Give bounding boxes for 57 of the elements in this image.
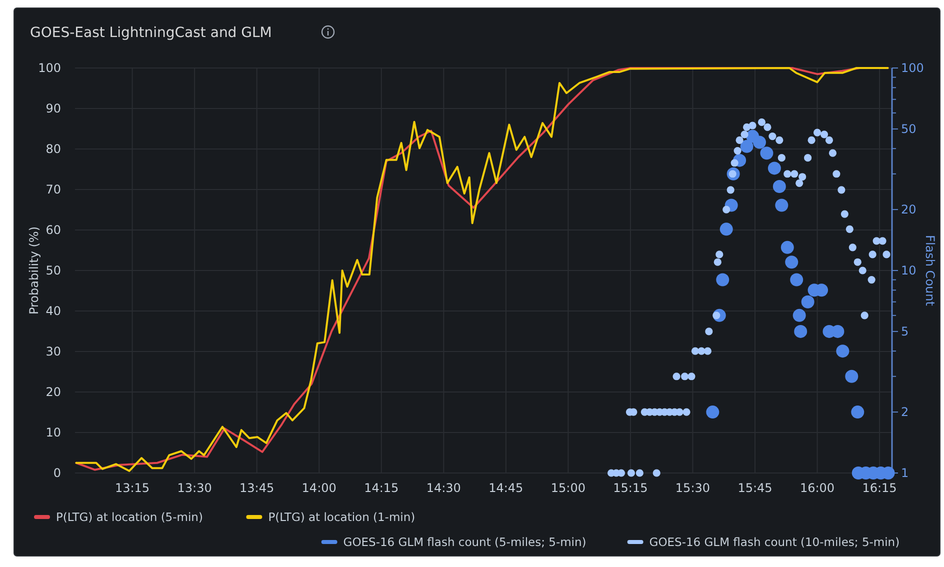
y-tick-label: 40 xyxy=(46,304,61,318)
y-tick-label: 0 xyxy=(53,466,61,480)
y2-tick-label: 50 xyxy=(901,122,916,136)
y-tick-label: 10 xyxy=(46,426,61,440)
point xyxy=(851,406,864,419)
x-tick-label: 16:15 xyxy=(862,481,897,495)
x-tick-label: 13:45 xyxy=(240,481,274,495)
y2-tick-label: 20 xyxy=(901,202,916,217)
y-tick-label: 20 xyxy=(46,385,61,400)
x-tick-label: 15:00 xyxy=(550,481,586,495)
y2-axis-title: Flash Count xyxy=(923,235,937,306)
legend-label: GOES-16 GLM flash count (5-miles; 5-min) xyxy=(343,535,586,550)
point xyxy=(792,308,806,322)
x-tick-label: 16:00 xyxy=(800,481,835,495)
point xyxy=(740,140,754,153)
y-tick-label: 90 xyxy=(46,102,61,116)
chart-title: GOES-East LightningCast and GLM xyxy=(30,25,272,41)
x-tick-label: 14:45 xyxy=(488,481,524,495)
y-tick-label: 80 xyxy=(46,142,61,156)
y2-tick-label: 10 xyxy=(901,264,916,278)
y-tick-label: 30 xyxy=(46,344,61,359)
x-tick-label: 15:15 xyxy=(613,481,648,495)
y2-tick-label: 1 xyxy=(901,466,909,480)
y-axis-title: Probability (%) xyxy=(27,226,41,315)
point xyxy=(836,344,850,358)
point xyxy=(831,324,844,338)
legend-label: P(LTG) at location (5-min) xyxy=(56,510,203,524)
point xyxy=(706,406,720,419)
point xyxy=(772,180,786,193)
y-tick-label: 50 xyxy=(46,264,61,278)
point xyxy=(801,295,814,308)
x-tick-label: 14:15 xyxy=(364,481,399,495)
point xyxy=(752,136,766,149)
x-tick-label: 14:00 xyxy=(302,481,336,495)
legend-label: P(LTG) at location (1-min) xyxy=(268,510,416,524)
x-tick-label: 14:30 xyxy=(426,481,461,495)
point xyxy=(768,162,781,175)
y2-tick-label: 100 xyxy=(901,61,924,76)
point xyxy=(775,198,788,212)
y-tick-label: 60 xyxy=(46,223,61,238)
point xyxy=(720,222,733,236)
y2-tick-label: 5 xyxy=(901,324,909,339)
point xyxy=(785,256,798,269)
point xyxy=(760,146,774,160)
y-tick-label: 100 xyxy=(38,61,61,76)
x-tick-label: 13:15 xyxy=(114,481,150,495)
y2-tick-label: 2 xyxy=(901,405,909,420)
x-tick-label: 15:45 xyxy=(738,481,772,495)
point xyxy=(780,240,794,254)
legend-label: GOES-16 GLM flash count (10-miles; 5-min) xyxy=(649,535,900,550)
point xyxy=(790,273,804,286)
x-tick-label: 15:30 xyxy=(675,481,710,495)
point xyxy=(794,324,808,338)
x-tick-label: 13:30 xyxy=(177,481,212,495)
point xyxy=(845,370,858,383)
point xyxy=(716,273,730,286)
y-tick-label: 70 xyxy=(46,182,61,197)
